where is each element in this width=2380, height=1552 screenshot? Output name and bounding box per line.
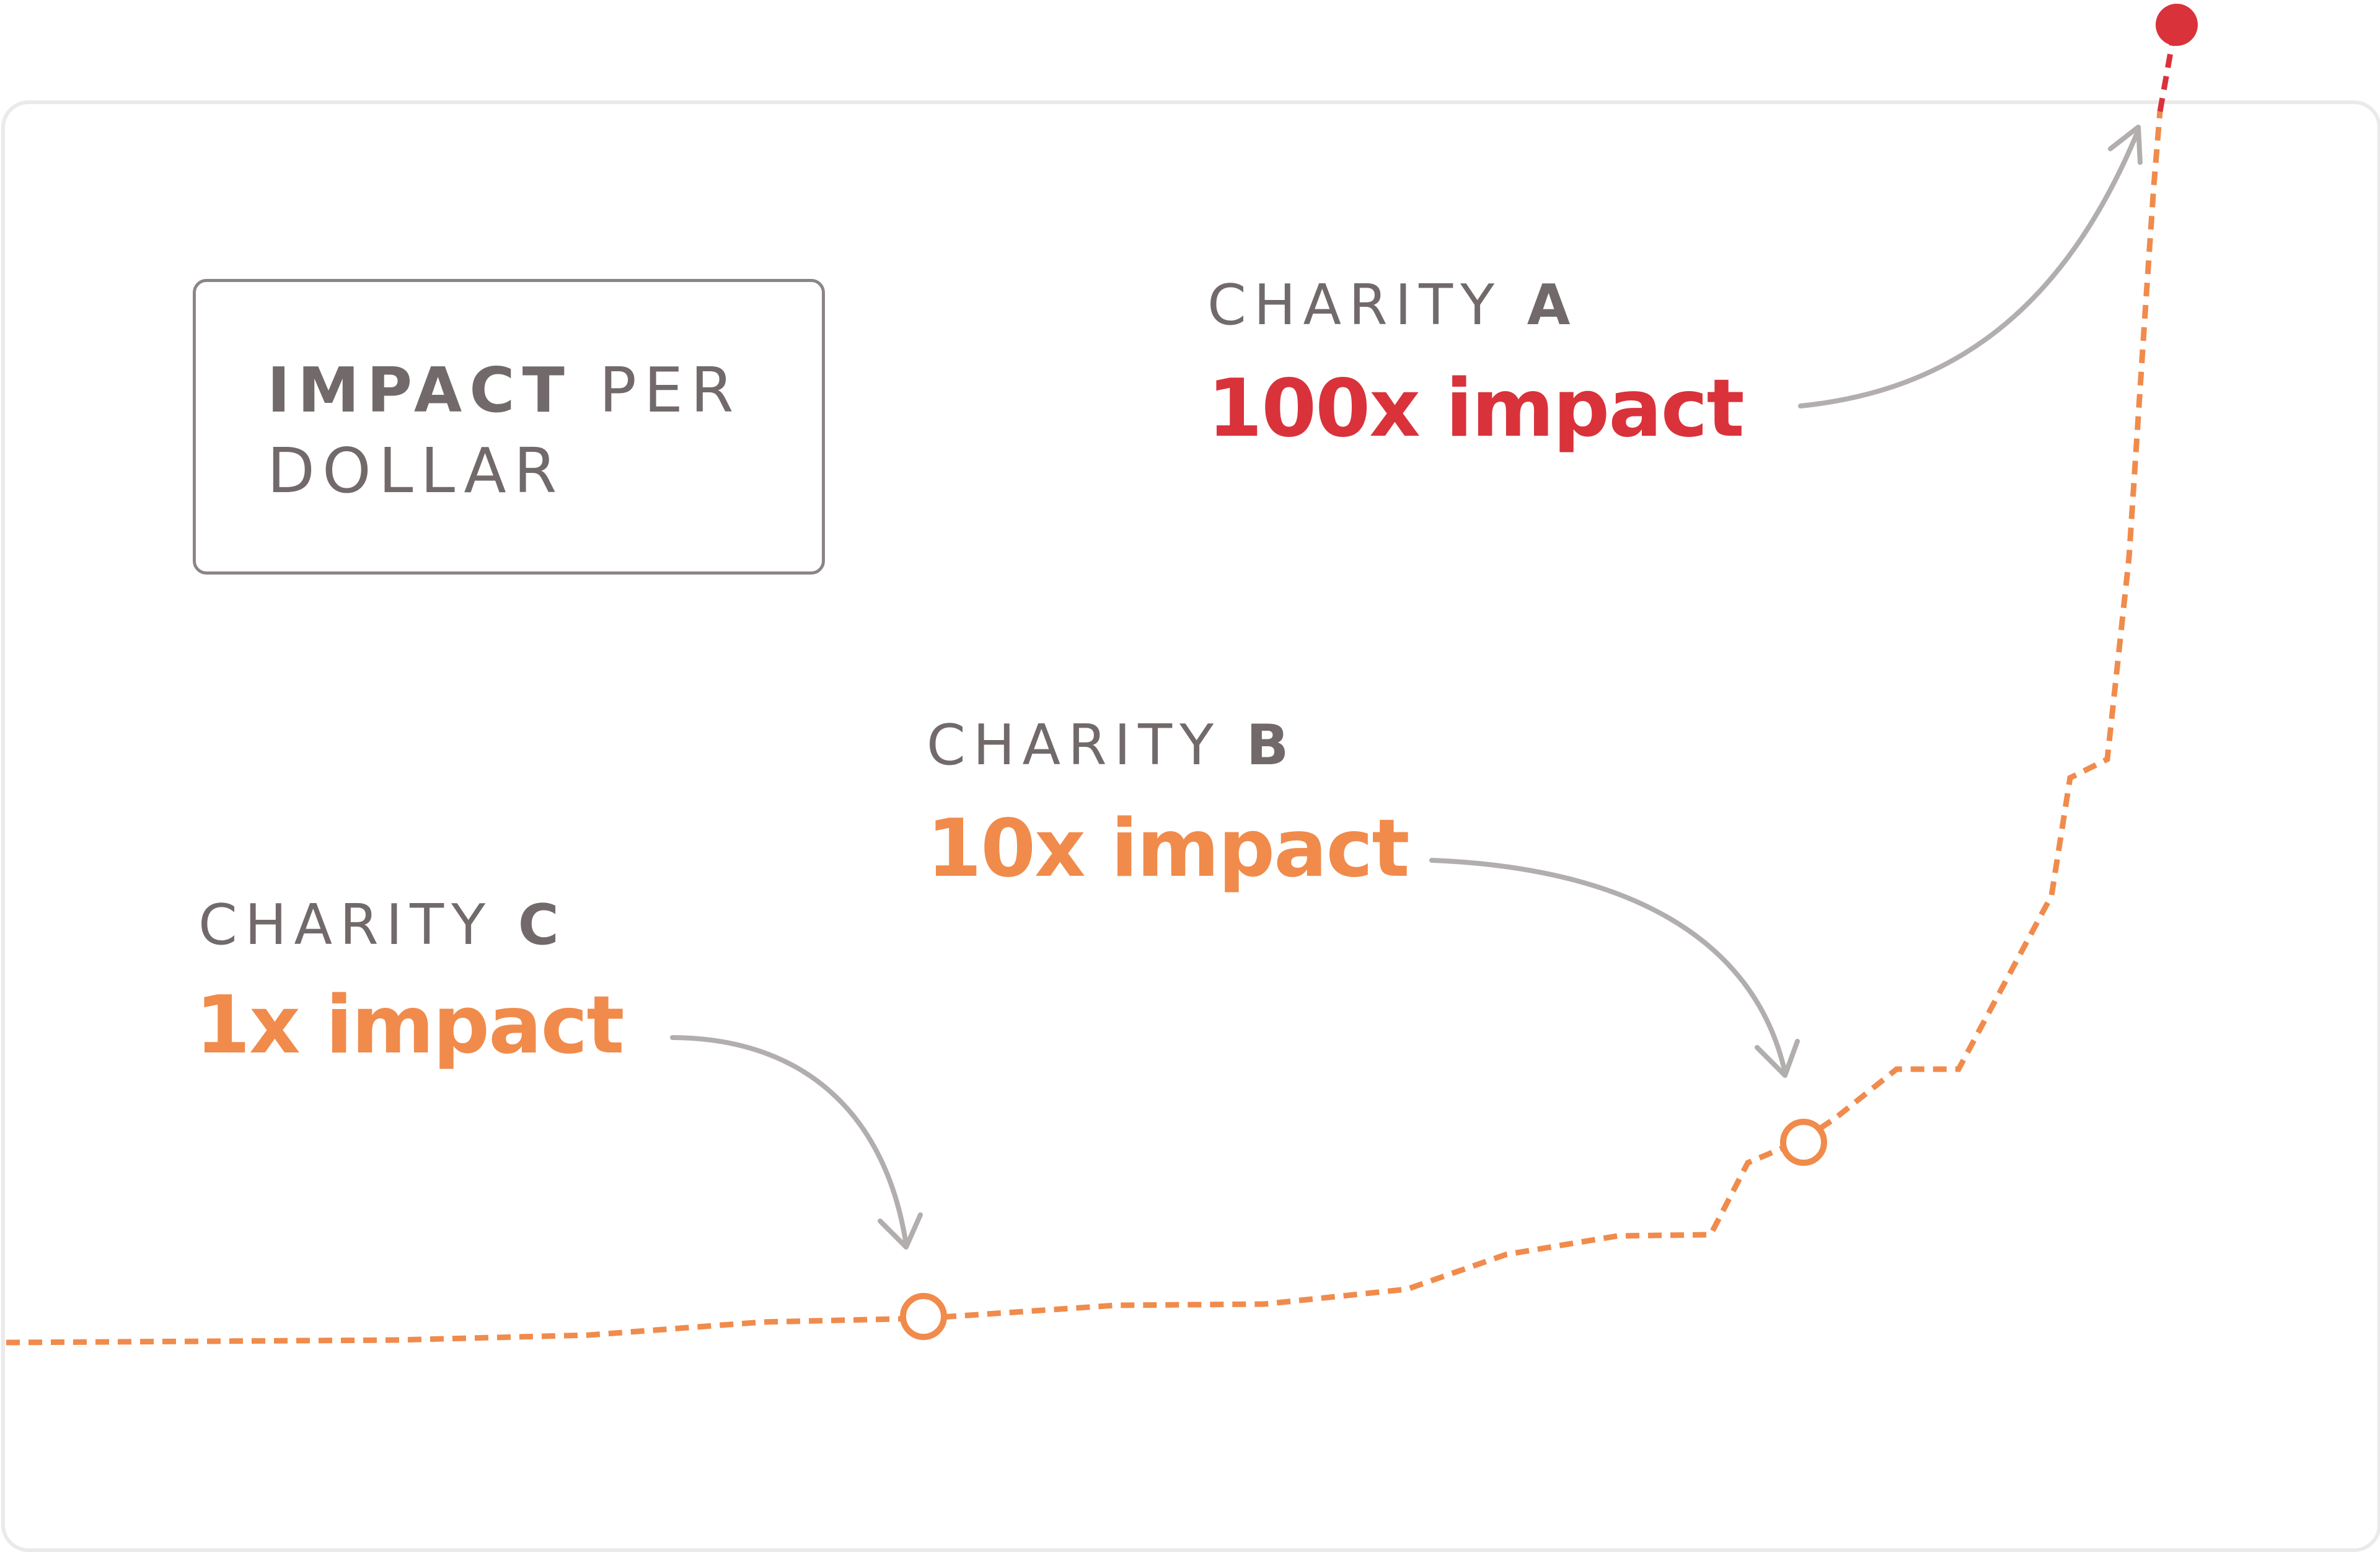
legend-title-rest: PER — [571, 354, 741, 426]
charity-a-marker — [2156, 4, 2198, 46]
charity-c-label: CHARITY — [198, 893, 493, 958]
charity-c-letter: C — [518, 893, 566, 958]
legend-title: IMPACT PER DOLLAR — [267, 350, 741, 511]
legend-title-line2: DOLLAR — [267, 434, 565, 507]
arrow-to-charity-c — [670, 1035, 923, 1250]
charity-b-label: CHARITY — [927, 713, 1222, 778]
charity-b-impact: 10x impact — [927, 803, 1410, 895]
charity-c-marker — [900, 1293, 947, 1340]
arrow-to-charity-a — [1798, 125, 2143, 408]
charity-b-marker — [1780, 1119, 1827, 1166]
charity-c-name: CHARITY C — [198, 893, 566, 958]
legend-box: IMPACT PER DOLLAR — [193, 279, 825, 575]
arrow-to-charity-b — [1429, 858, 1800, 1078]
charity-c-impact: 1x impact — [195, 979, 624, 1072]
charity-a-label: CHARITY — [1207, 273, 1502, 338]
charity-a-name: CHARITY A — [1207, 273, 1577, 338]
charity-b-name: CHARITY B — [927, 713, 1296, 778]
charity-b-letter: B — [1246, 713, 1297, 778]
legend-title-bold: IMPACT — [267, 354, 572, 426]
charity-a-letter: A — [1527, 273, 1578, 338]
charity-a-impact: 100x impact — [1207, 363, 1745, 455]
